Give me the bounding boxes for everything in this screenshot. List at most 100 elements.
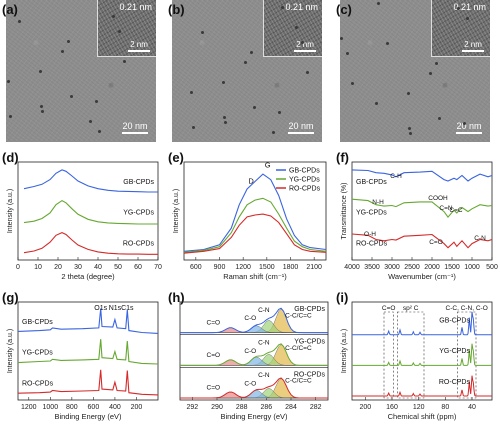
x-tick-label: 40 <box>94 264 102 271</box>
component-label: C-N <box>258 340 270 347</box>
chart-f: 4000 3500 3000 2500 2000 1500 1000 500 Wavenumbe… <box>341 161 498 281</box>
nanodot <box>7 80 10 83</box>
nanodot <box>223 116 226 119</box>
nanodot <box>351 82 354 85</box>
nanodot <box>278 111 281 114</box>
series-line-yg-cpds <box>351 198 493 218</box>
x-tick-label: 60 <box>134 264 142 271</box>
x-tick-label: 3500 <box>364 264 380 271</box>
x-tick-label: 10 <box>34 264 42 271</box>
band-label: C-N <box>474 235 486 242</box>
core-level-label: N1s <box>109 305 122 312</box>
envelope-line <box>180 307 328 334</box>
component-label: C-O <box>244 348 256 355</box>
subpanel-title: YG-CPDs <box>294 339 325 346</box>
x-axis-label: 2 theta (degree) <box>61 272 115 281</box>
series-label: YG-CPDs <box>123 210 154 217</box>
nanodot <box>18 20 21 23</box>
tem-image-c: 0.21 nm 2 nm 20 nm <box>340 0 490 142</box>
band-label: C=C <box>449 207 462 214</box>
nanodot <box>224 121 227 124</box>
band-label: C=N <box>439 205 452 212</box>
y-axis-label: Intensity (a.u.) <box>341 329 348 373</box>
x-tick-label: 160 <box>386 404 398 411</box>
x-tick-label: 30 <box>74 264 82 271</box>
series-label: GB-CPDs <box>22 319 53 326</box>
nanodot <box>41 110 44 113</box>
nanodot <box>340 37 343 40</box>
x-tick-label: 900 <box>214 264 226 271</box>
nanodot <box>346 52 349 55</box>
series-line-gb-cpds <box>23 169 158 193</box>
scale-bar: 20 nm <box>456 121 482 134</box>
plot-frame <box>351 161 493 261</box>
component-label: C-N <box>258 307 270 314</box>
nanodot <box>375 102 378 105</box>
x-tick-label: 40 <box>468 404 476 411</box>
nanodot <box>408 127 411 130</box>
nanodot <box>409 132 412 135</box>
component-label: C=O <box>207 385 221 392</box>
series-label: GB-CPDs <box>356 179 387 186</box>
nanodot <box>192 126 195 129</box>
core-level-label: C1s <box>121 305 134 312</box>
lattice-spacing-label: 0.21 nm <box>285 2 318 12</box>
x-axis-label: Binding Energy (eV) <box>220 412 288 421</box>
series-line-yg-cpds <box>23 199 158 225</box>
chart-h: 292 290 288 286 284 282 Binding Energy (eV) GB-… <box>179 301 329 421</box>
y-axis-label: Transmittance (%) <box>341 183 348 240</box>
region-label: sp² C <box>403 305 419 312</box>
region-label: C-C, C-N, C-O <box>446 305 488 312</box>
nanodot <box>463 122 466 125</box>
nanodot <box>301 41 304 44</box>
x-tick-label: 1000 <box>43 404 59 411</box>
plot-frame <box>183 161 327 261</box>
x-tick-label: 4000 <box>344 264 360 271</box>
series-line-yg-cpds <box>352 343 492 366</box>
subpanel-title: RO-CPDs <box>294 371 326 378</box>
x-tick-label: 1200 <box>235 264 251 271</box>
x-tick-label: 120 <box>413 404 425 411</box>
band-label: C=O <box>429 239 443 246</box>
scale-bar: 20 nm <box>288 121 314 134</box>
nanodot <box>438 117 441 120</box>
nanodot <box>118 30 121 33</box>
nanodot <box>123 60 126 63</box>
x-tick-label: 3000 <box>384 264 400 271</box>
x-tick-label: 290 <box>211 404 223 411</box>
y-axis-label: Intensity (a.u.) <box>173 189 180 233</box>
x-tick-label: 400 <box>109 404 121 411</box>
series-label: YG-CPDs <box>22 350 53 357</box>
nanodot <box>70 95 73 98</box>
nanodot <box>95 100 98 103</box>
peak-label-g: G <box>265 161 271 170</box>
nanodot <box>253 106 256 109</box>
component-label: C-C/C=C <box>285 312 312 319</box>
series-line-ro-cpds <box>351 233 493 249</box>
component-label: C-N <box>258 372 270 379</box>
envelope-line <box>180 343 328 366</box>
series-line-ro-cpds <box>23 231 158 255</box>
hrtem-inset-b: 0.21 nm 2 nm <box>263 0 322 57</box>
x-tick-label: 800 <box>66 404 78 411</box>
panel-letter-h: (h) <box>168 290 185 305</box>
panel-letter-i: (i) <box>336 290 349 305</box>
nanodot <box>457 7 460 10</box>
x-tick-label: 20 <box>54 264 62 271</box>
nanodot <box>295 26 298 29</box>
nanodot <box>435 62 438 65</box>
series-line-gb-cpds <box>351 169 493 182</box>
hrtem-inset-c: 0.21 nm 2 nm <box>431 0 490 57</box>
plot-frame <box>17 161 159 261</box>
region-label: C=O <box>382 305 396 312</box>
inset-scale-bar: 2 nm <box>294 40 316 52</box>
legend-entry: YG-CPDs <box>289 177 320 184</box>
tem-image-a: 0.21 nm 2 nm 20 nm <box>6 0 156 142</box>
chart-e: 600 900 1200 1500 1800 2100 Raman shift (cm⁻¹)… <box>173 161 327 281</box>
x-tick-label: 1500 <box>444 264 460 271</box>
component-label: C=O <box>207 352 221 359</box>
component-label: C-C/C=C <box>285 345 312 352</box>
y-axis-label: Intensity (a.u.) <box>7 189 14 233</box>
region-box <box>397 311 425 399</box>
panel-letter-e: (e) <box>168 150 184 165</box>
